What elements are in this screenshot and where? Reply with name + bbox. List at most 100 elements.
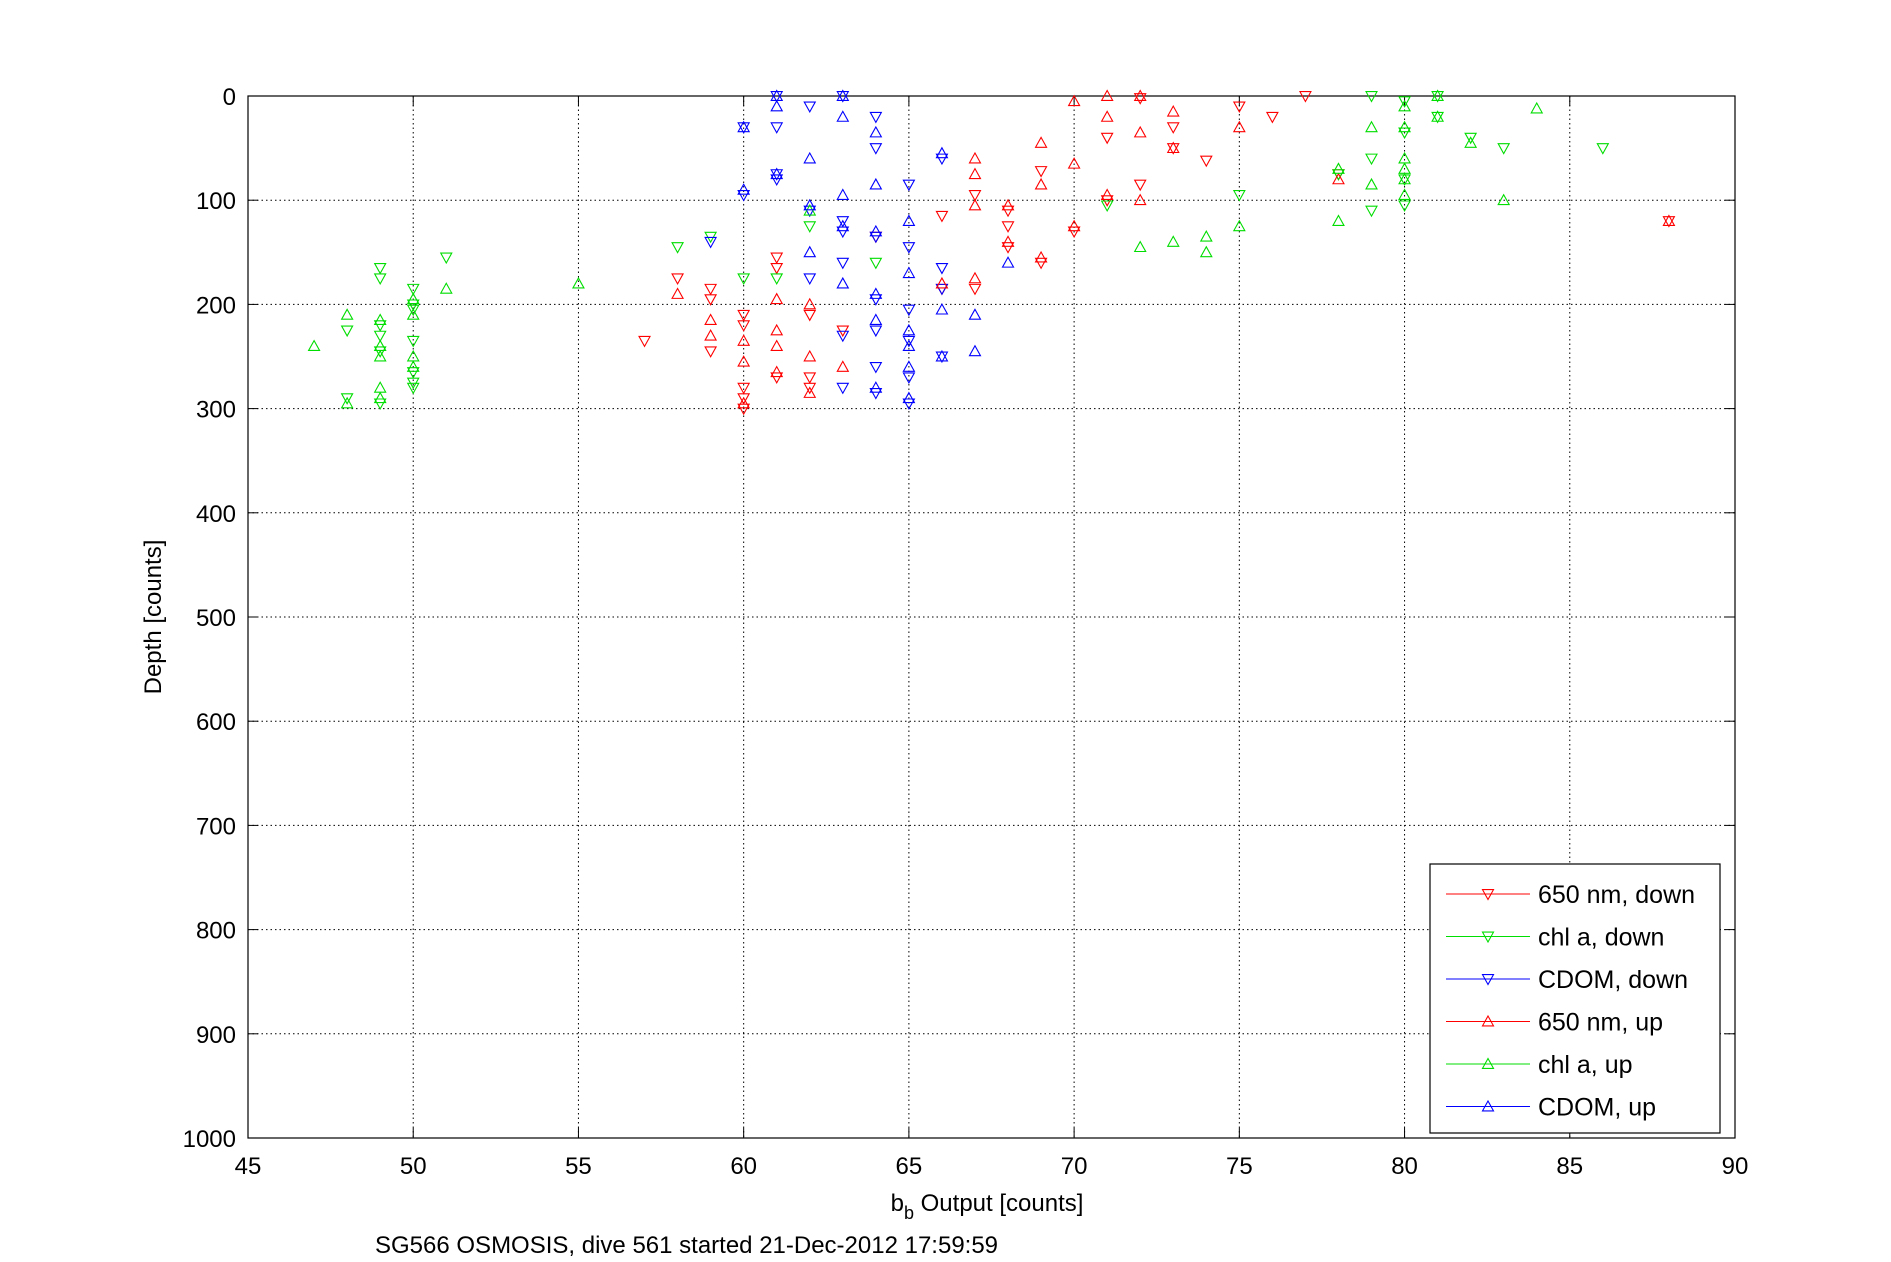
data-point	[935, 302, 949, 315]
data-point	[902, 335, 916, 348]
data-point	[902, 391, 916, 404]
data-point	[1398, 172, 1411, 185]
y-tick-label: 900	[196, 1022, 236, 1049]
data-point	[935, 349, 949, 362]
legend-marker	[1481, 889, 1495, 901]
data-point	[704, 236, 718, 249]
data-point	[1067, 219, 1081, 232]
x-tick-label: 70	[1061, 1153, 1088, 1180]
data-point	[803, 349, 817, 362]
y-tick-label: 700	[196, 813, 236, 840]
data-point	[1100, 89, 1114, 101]
data-point	[373, 391, 387, 404]
data-point	[968, 151, 982, 164]
y-tick-label: 200	[196, 292, 236, 319]
data-point	[803, 221, 817, 233]
data-point	[373, 398, 387, 411]
legend-marker	[1481, 931, 1495, 944]
data-point	[1365, 120, 1378, 133]
data-point	[836, 188, 850, 200]
data-point	[803, 101, 817, 114]
data-point	[1034, 166, 1048, 178]
x-axis-label-rest: Output [counts]	[914, 1190, 1083, 1217]
x-tick-label: 80	[1391, 1153, 1418, 1180]
data-point	[1199, 155, 1213, 168]
data-point	[1232, 219, 1246, 232]
data-point	[935, 210, 949, 223]
data-point	[1001, 198, 1015, 211]
legend-entry: CDOM, up	[1446, 1094, 1656, 1122]
data-point	[869, 257, 883, 270]
data-point	[1398, 200, 1411, 213]
data-point	[373, 320, 387, 332]
series-4-markers	[307, 89, 1544, 409]
legend-entry: chl a, up	[1446, 1051, 1633, 1079]
data-point	[1332, 214, 1345, 226]
data-point	[869, 231, 883, 244]
data-point	[439, 252, 453, 265]
legend-label: 650 nm, up	[1538, 1009, 1663, 1037]
data-point	[1034, 250, 1048, 263]
data-point	[770, 292, 784, 305]
data-point	[1034, 257, 1048, 270]
data-point	[737, 393, 751, 405]
y-axis-label: Depth [counts]	[140, 540, 167, 695]
x-tick-label: 90	[1722, 1153, 1749, 1180]
data-point	[869, 381, 883, 393]
legend: 650 nm, down chl a, down CDOM, down 650 nm,…	[1429, 863, 1721, 1134]
y-tick-label: 600	[196, 709, 236, 736]
data-point	[1232, 120, 1246, 133]
series-3-markers	[671, 89, 1676, 409]
data-point	[340, 396, 354, 409]
data-point	[1133, 125, 1147, 138]
series-2-markers	[704, 91, 949, 411]
legend-marker	[1481, 974, 1495, 986]
x-tick-label: 60	[730, 1153, 757, 1180]
data-points	[307, 89, 1676, 416]
data-point	[572, 276, 585, 289]
data-point	[406, 360, 420, 372]
data-point	[671, 287, 685, 299]
data-point	[406, 308, 420, 320]
data-point	[803, 198, 817, 211]
data-point	[902, 372, 916, 384]
data-point	[770, 339, 784, 352]
legend-entry: 650 nm, up	[1446, 1009, 1663, 1037]
series-5-markers	[737, 89, 1015, 404]
data-point	[836, 219, 850, 232]
data-point	[935, 283, 949, 296]
data-point	[902, 398, 916, 411]
data-point	[1298, 91, 1312, 103]
data-point	[373, 349, 387, 362]
data-point	[737, 355, 751, 367]
legend-label: CDOM, up	[1538, 1094, 1656, 1122]
data-point	[406, 292, 420, 305]
data-point	[1398, 127, 1411, 140]
axis-ticks: 45 50 55 60 65 70 75 80 85 9001002003004005006007…	[183, 84, 1749, 1180]
legend-marker	[1481, 1099, 1495, 1112]
data-point	[737, 120, 751, 133]
data-point	[1133, 93, 1147, 105]
y-tick-label: 0	[223, 84, 236, 111]
legend-label: 650 nm, down	[1538, 881, 1695, 909]
data-point	[902, 360, 916, 372]
data-point	[1034, 136, 1048, 148]
data-point	[1332, 162, 1345, 174]
data-point	[737, 273, 751, 285]
data-point	[638, 335, 651, 348]
data-point	[1431, 110, 1445, 122]
data-point	[869, 361, 883, 374]
data-point	[968, 198, 982, 211]
data-point	[935, 146, 949, 159]
data-point	[1199, 230, 1213, 242]
data-point	[803, 386, 817, 398]
data-point	[1001, 221, 1015, 233]
data-point	[406, 304, 420, 317]
x-axis-label: bb Output [counts]	[891, 1190, 1084, 1223]
data-point	[737, 382, 751, 395]
data-point	[968, 167, 982, 180]
x-tick-label: 55	[565, 1153, 592, 1180]
data-point	[869, 125, 883, 138]
data-point	[869, 143, 883, 155]
data-point	[1133, 240, 1147, 253]
